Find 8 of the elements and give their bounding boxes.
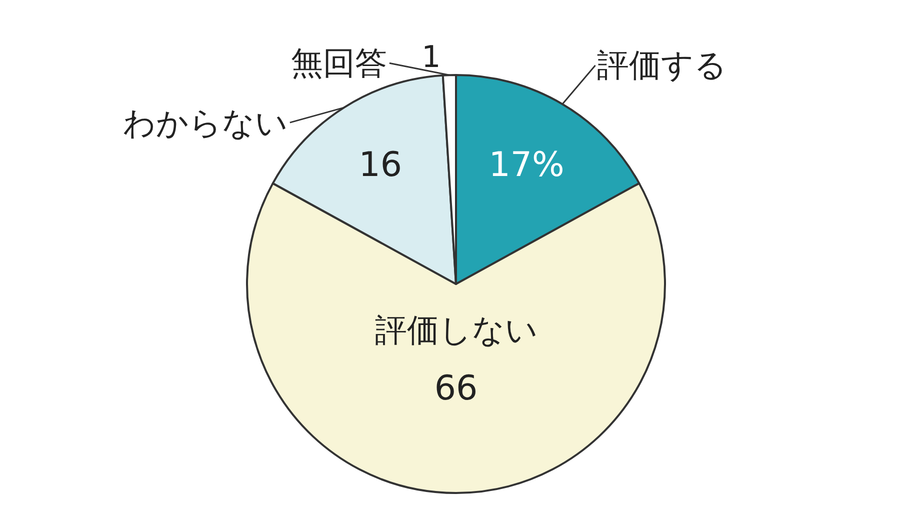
- slice-label: 無回答: [291, 44, 387, 82]
- data-label: 17%: [488, 144, 564, 185]
- data-label: 16: [358, 144, 402, 185]
- slice-label: 評価する: [597, 46, 727, 84]
- data-label: 1: [422, 40, 441, 76]
- slice-label: 評価しない: [375, 311, 538, 349]
- slice-label: わからない: [123, 104, 288, 142]
- data-label: 66: [434, 368, 478, 408]
